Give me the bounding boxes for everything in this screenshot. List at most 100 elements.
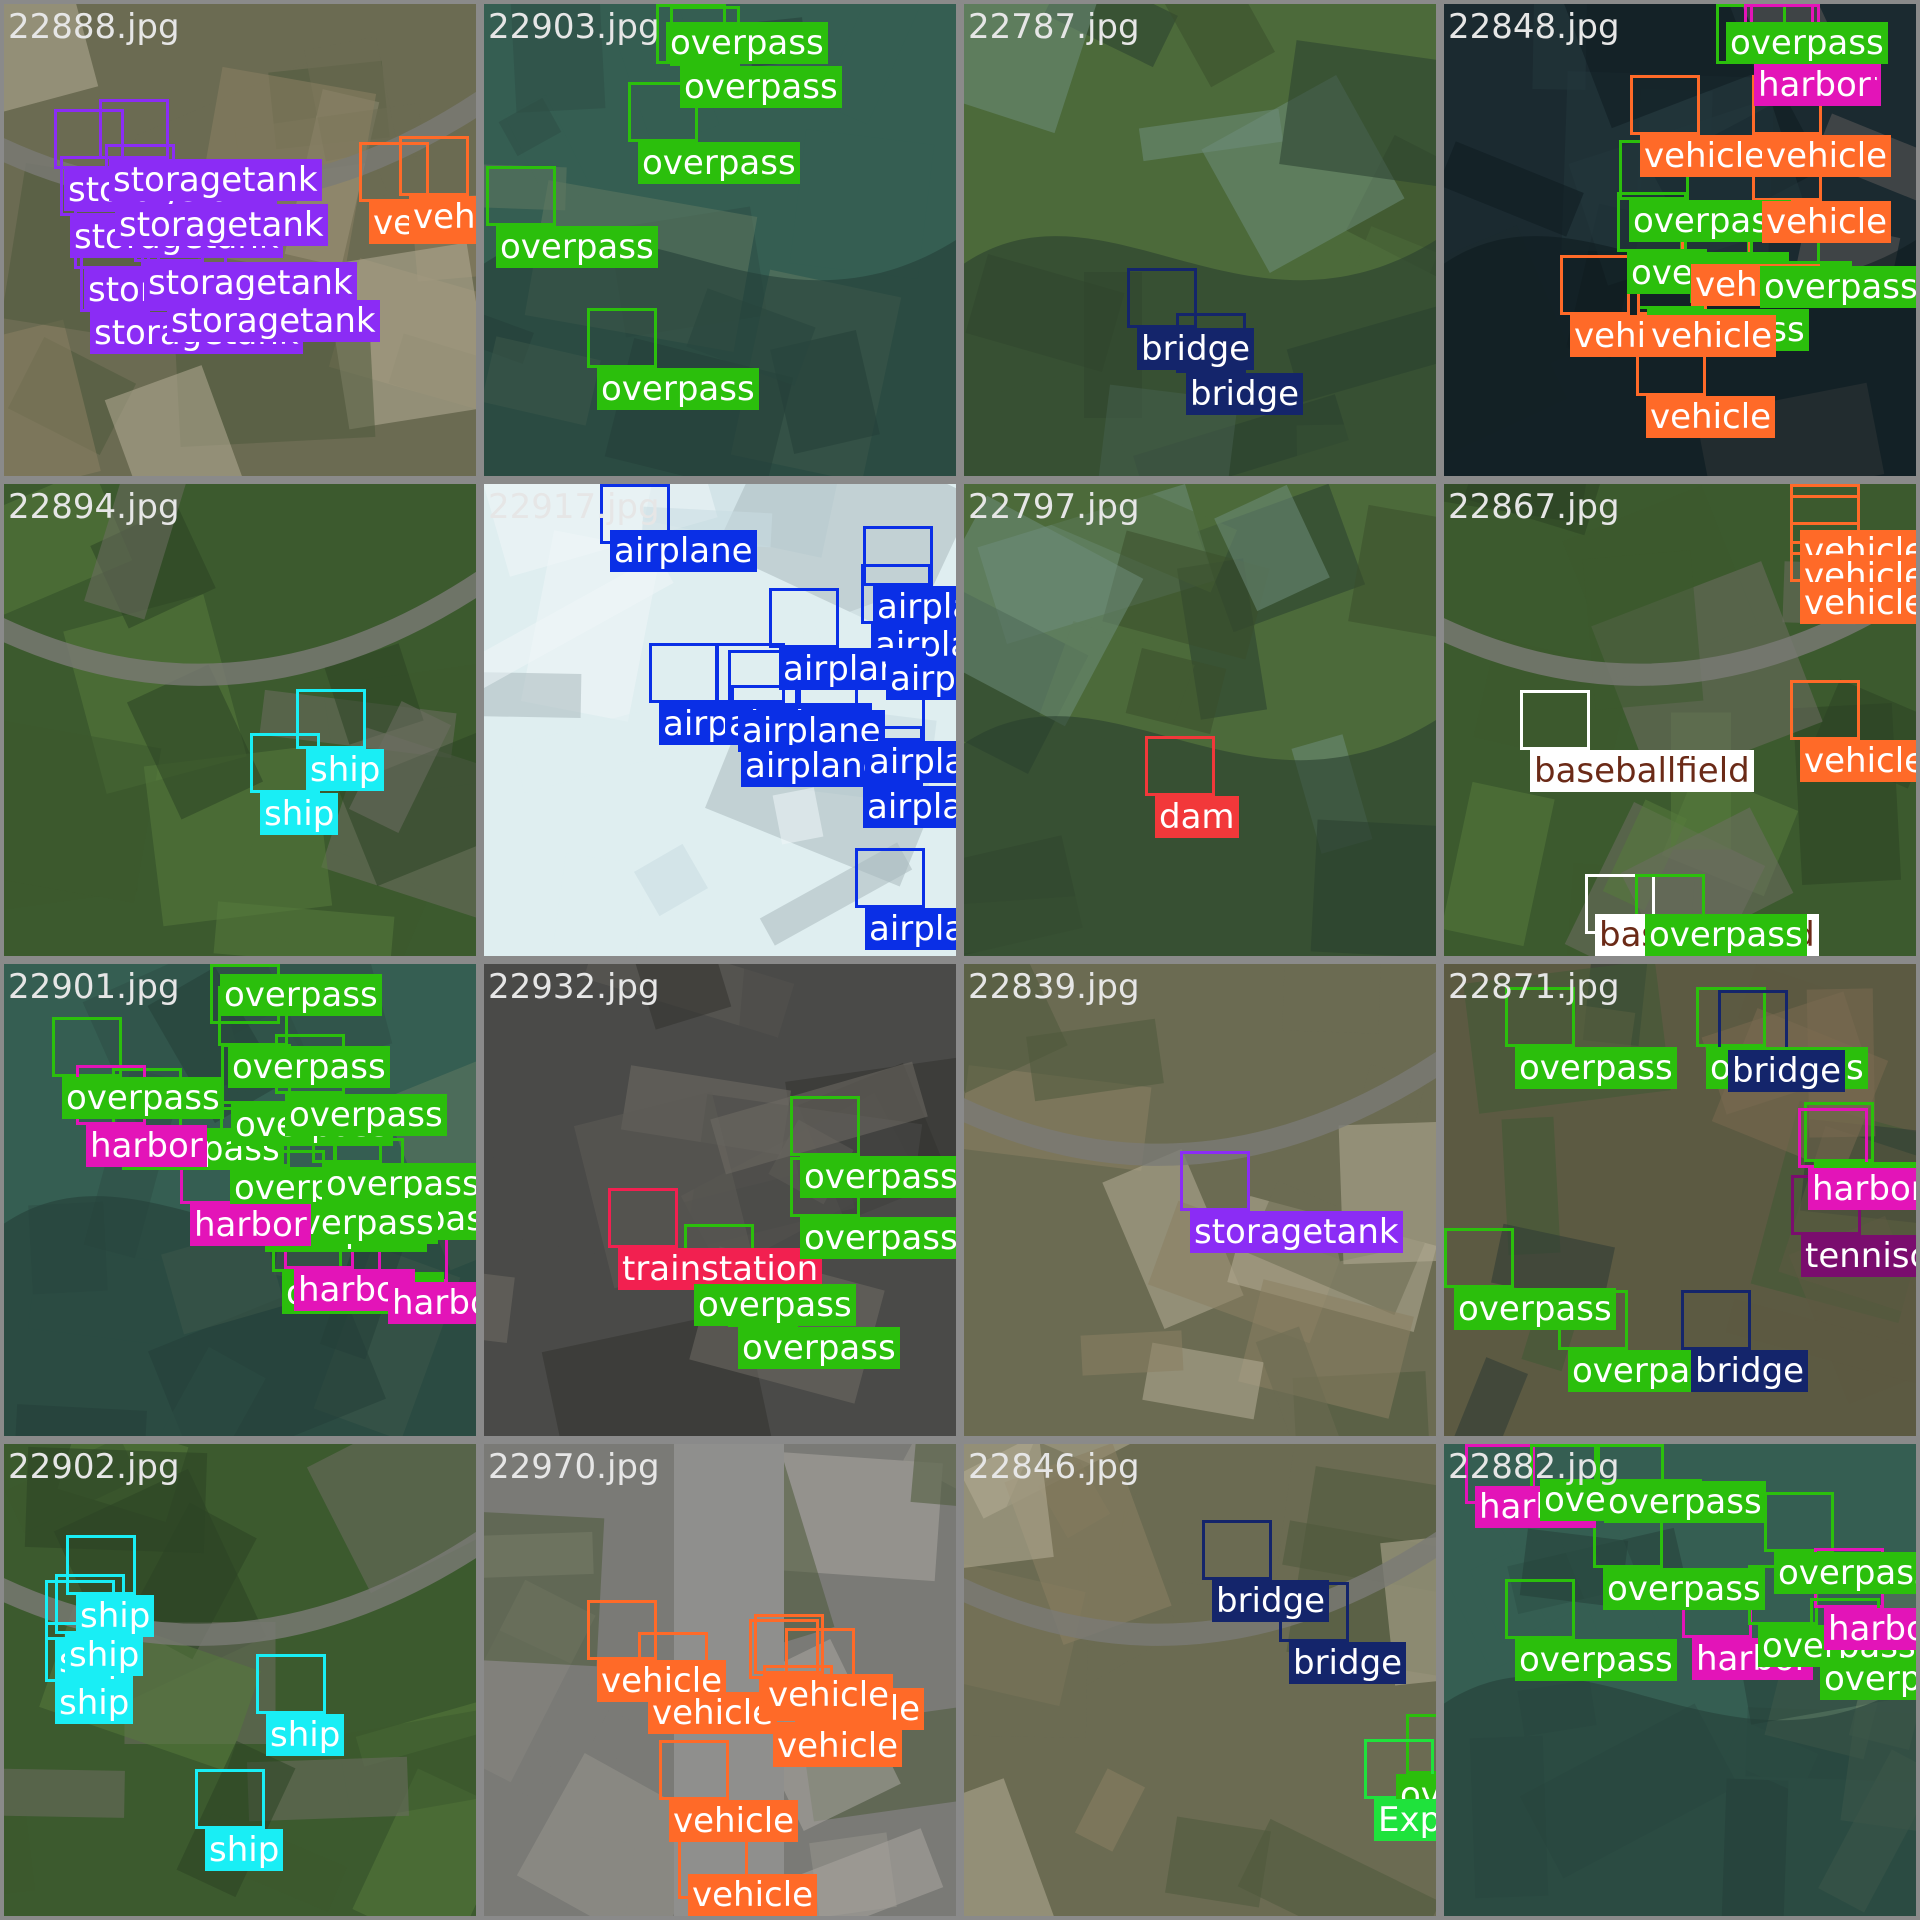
detection-label: vehicle xyxy=(773,1725,903,1767)
detection-label: harbor xyxy=(1808,1168,1916,1210)
detection-label: ship xyxy=(306,749,385,791)
detection-label: overpass xyxy=(800,1156,956,1198)
tile-filename: 22894.jpg xyxy=(8,487,180,527)
detection-label: ship xyxy=(205,1829,284,1871)
detection-box xyxy=(486,166,556,226)
aerial-image xyxy=(4,484,476,956)
image-tile: 22902.jpgshipshipshipshipshipship xyxy=(4,1444,476,1916)
detection-label: bridge xyxy=(1137,328,1255,370)
detection-label: vehicle xyxy=(648,1692,778,1734)
detection-label: vehicle xyxy=(669,1800,799,1842)
detection-box xyxy=(1127,268,1197,328)
tile-filename: 22932.jpg xyxy=(488,967,660,1007)
detection-label: vehicle xyxy=(688,1874,818,1916)
detection-label: vehicle xyxy=(1800,740,1916,782)
detection-box xyxy=(66,1535,136,1595)
detection-label: overpass xyxy=(738,1327,900,1369)
detection-box xyxy=(659,1740,729,1800)
detection-label: overpass xyxy=(597,368,759,410)
detection-box xyxy=(855,848,925,908)
detection-box xyxy=(1505,1579,1575,1639)
detection-label: overpass xyxy=(496,226,658,268)
tile-filename: 22797.jpg xyxy=(968,487,1140,527)
detection-label: harbor xyxy=(1824,1608,1916,1650)
detection-label: vehicle xyxy=(764,1674,894,1716)
detection-box xyxy=(1145,736,1215,796)
detection-label: overpass xyxy=(62,1077,224,1119)
detection-label: ship xyxy=(266,1714,345,1756)
detection-label: ship xyxy=(260,793,339,835)
detection-box xyxy=(754,1614,824,1674)
detection-box xyxy=(52,1017,122,1077)
detection-label: overpass xyxy=(1726,22,1888,64)
detection-box xyxy=(790,1096,860,1156)
image-tile: 22888.jpg storagetank storagetank storageta… xyxy=(4,4,476,476)
tile-filename: 22970.jpg xyxy=(488,1447,660,1487)
detection-label: overpass xyxy=(220,974,382,1016)
detection-box xyxy=(99,99,169,159)
detection-label: vehicle xyxy=(1800,582,1916,624)
detection-label: vehicle xyxy=(1646,396,1776,438)
detection-label: ship xyxy=(76,1595,155,1637)
aerial-image xyxy=(964,1444,1436,1916)
tile-filename: 22882.jpg xyxy=(1448,1447,1620,1487)
detection-label: Expressway-toll-station xyxy=(1374,1799,1436,1841)
detection-label: airplane xyxy=(865,741,956,783)
detection-label: airplane xyxy=(865,908,956,950)
detection-box xyxy=(359,142,429,202)
detection-label: trainstation xyxy=(618,1248,823,1290)
detection-label: airplane xyxy=(610,530,757,572)
detection-box xyxy=(54,109,124,169)
image-tile: 22848.jpgoverpassharborharborvehiclevehi… xyxy=(1444,4,1916,476)
detection-label: baseballfield xyxy=(1530,750,1754,792)
detection-label: overpass xyxy=(638,142,800,184)
image-tile: 22970.jpg vehicle vehicle vehicle vehicle veh… xyxy=(484,1444,956,1916)
detection-box xyxy=(256,1654,326,1714)
detection-label: airplane xyxy=(863,786,956,828)
detection-label: tenniscourt xyxy=(1801,1235,1916,1277)
detection-label: overpass xyxy=(1515,1047,1677,1089)
detection-box xyxy=(1790,680,1860,740)
detection-box xyxy=(1681,1290,1751,1350)
detection-box xyxy=(195,1769,265,1829)
detection-label: ship xyxy=(65,1634,144,1676)
image-tile: 22846.jpgbridgebridgeoverpassExpressway-… xyxy=(964,1444,1436,1916)
detection-box xyxy=(1630,75,1700,135)
tile-filename: 22848.jpg xyxy=(1448,7,1620,47)
detection-label: ship xyxy=(55,1682,134,1724)
detection-box xyxy=(399,136,469,196)
image-tile: 22787.jpg bridge bridge xyxy=(964,4,1436,476)
tile-filename: 22839.jpg xyxy=(968,967,1140,1007)
image-tile: 22894.jpg ship ship xyxy=(4,484,476,956)
tile-filename: 22901.jpg xyxy=(8,967,180,1007)
detection-box xyxy=(1444,1228,1514,1288)
detection-label: overpass xyxy=(228,1046,390,1088)
detection-label: overpass xyxy=(1515,1639,1677,1681)
detection-label: overpass xyxy=(1820,1658,1916,1700)
tile-filename: 22903.jpg xyxy=(488,7,660,47)
detection-label: overpass xyxy=(680,66,842,108)
aerial-image xyxy=(964,4,1436,476)
tile-filename: 22871.jpg xyxy=(1448,967,1620,1007)
image-tile: 22867.jpg vehicle vehicle vehicle vehicle bas… xyxy=(1444,484,1916,956)
tile-filename: 22787.jpg xyxy=(968,7,1140,47)
aerial-image xyxy=(964,484,1436,956)
detection-label: vehicle xyxy=(1762,201,1892,243)
detection-label: storagetank xyxy=(167,300,380,342)
detection-label: bridge xyxy=(1186,373,1304,415)
detection-box xyxy=(1180,1151,1250,1211)
tile-filename: 22867.jpg xyxy=(1448,487,1620,527)
image-tile: 22839.jpg storagetank xyxy=(964,964,1436,1436)
image-tile: 22917.jpgairplaneairplaneairplaneairplan… xyxy=(484,484,956,956)
detection-label: bridge xyxy=(1728,1050,1846,1092)
detection-box xyxy=(628,82,698,142)
detection-label: overpass xyxy=(1604,1481,1766,1523)
detection-label: harbor xyxy=(388,1282,476,1324)
detection-label: harbor xyxy=(190,1204,311,1246)
detection-label: overpass xyxy=(694,1284,856,1326)
detection-label: overpass xyxy=(1645,914,1807,956)
tile-filename: 22902.jpg xyxy=(8,1447,180,1487)
detection-label: overpass xyxy=(800,1217,956,1259)
image-tile: 22871.jpgoverpassoverpassbridgeoverpassh… xyxy=(1444,964,1916,1436)
detection-label: bridge xyxy=(1691,1350,1809,1392)
